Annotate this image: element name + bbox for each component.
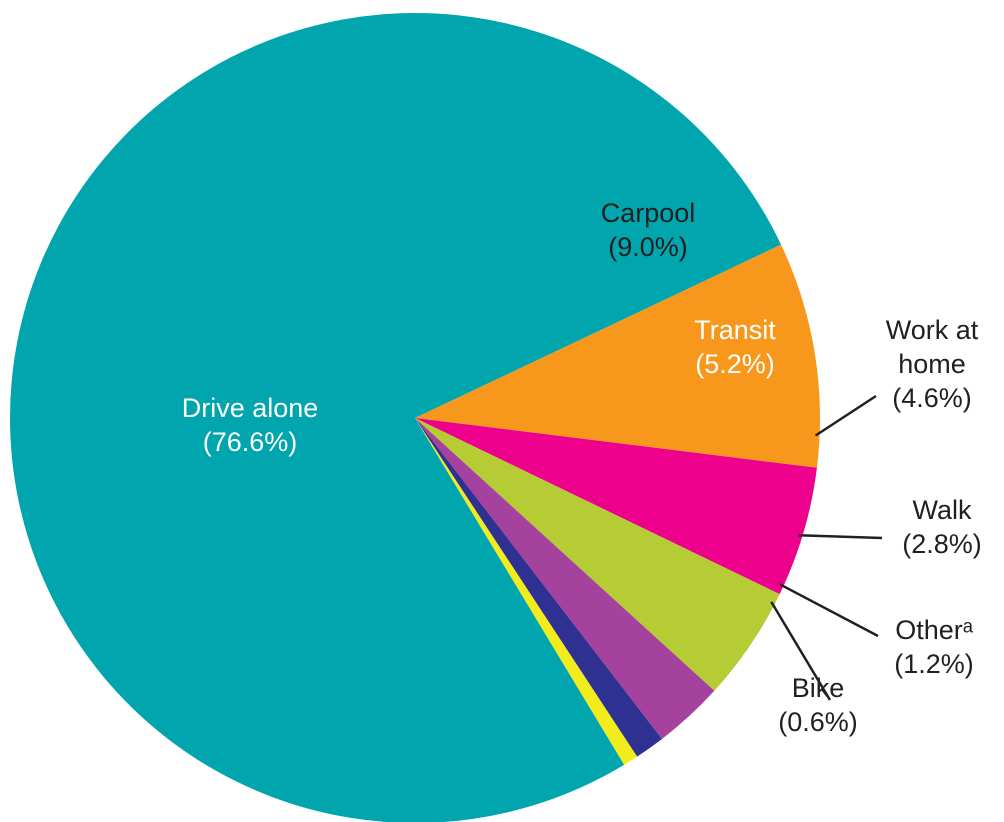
value-label: (76.6%) [203,427,298,457]
slice-labels: Drive alone (76.6%) Carpool (9.0%) Transit (5… [182,198,982,737]
category-label: Bike [792,673,845,703]
pie-slice-walk [415,418,715,739]
callout-lines [770,394,883,701]
callout-line-bike [770,601,832,701]
slice-label-carpool: Carpool (9.0%) [601,198,696,262]
value-label: (4.6%) [892,383,972,413]
category-label: Otherᵃ [895,615,974,645]
slice-label-transit: Transit (5.2%) [694,315,776,379]
slice-label-work-at-home: Work at home (4.6%) [886,315,979,413]
category-label: Walk [913,495,972,525]
slice-label-other: Otherᵃ (1.2%) [894,615,974,679]
value-label: (1.2%) [894,649,974,679]
value-label: (2.8%) [902,529,982,559]
slice-label-bike: Bike (0.6%) [778,673,858,737]
callout-line-walk [798,533,883,540]
category-label: Work at [886,315,979,345]
pie-slice-drive-alone [10,13,782,822]
category-label: home [898,349,966,379]
callout-line-work-at-home [814,394,877,437]
pie-slice-bike [415,418,638,765]
pie-slices [10,13,821,822]
pie-slice-transit [415,418,817,595]
pie-slice-work-at-home [415,418,780,691]
category-label: Carpool [601,198,696,228]
pie-slice-other [415,418,662,757]
category-label: Drive alone [182,393,319,423]
pie-slice-carpool [415,244,821,468]
slice-label-drive-alone: Drive alone (76.6%) [182,393,319,457]
value-label: (0.6%) [778,707,858,737]
value-label: (5.2%) [695,349,775,379]
category-label: Transit [694,315,776,345]
slice-label-walk: Walk (2.8%) [902,495,982,559]
callout-line-other [779,583,879,638]
value-label: (9.0%) [608,232,688,262]
